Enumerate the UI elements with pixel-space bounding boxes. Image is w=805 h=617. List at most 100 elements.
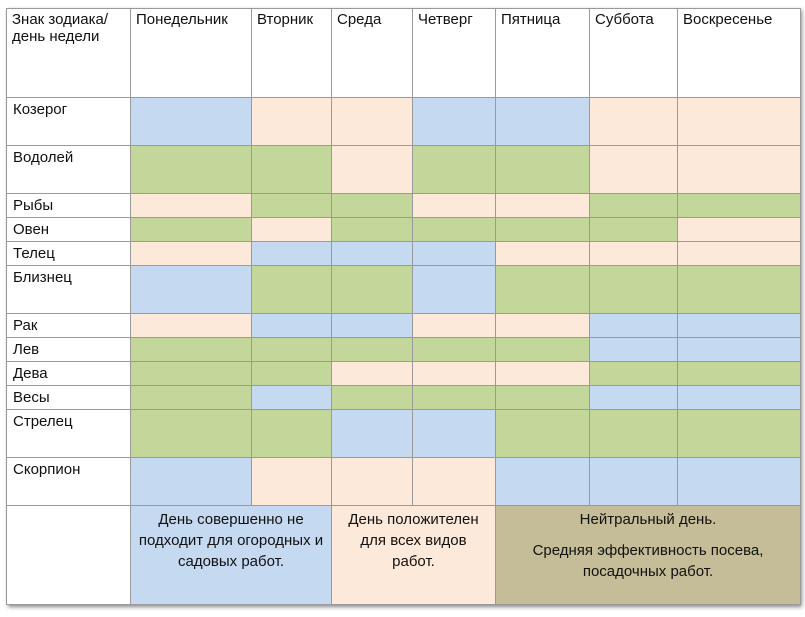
- legend-cell: День положителен для всех видов работ.: [331, 505, 496, 605]
- day-cell: [412, 361, 496, 386]
- sign-cell: Лев: [6, 337, 131, 362]
- sign-row: Козерог: [6, 97, 801, 146]
- header-cell: Суббота: [589, 8, 678, 98]
- day-cell: [589, 409, 678, 458]
- day-cell: [331, 361, 413, 386]
- day-cell: [412, 313, 496, 338]
- day-cell: [331, 193, 413, 218]
- day-cell: [589, 97, 678, 146]
- sign-cell: Близнец: [6, 265, 131, 314]
- day-cell: [251, 409, 332, 458]
- day-cell: [251, 361, 332, 386]
- day-cell: [677, 409, 801, 458]
- sign-cell: Водолей: [6, 145, 131, 194]
- header-cell: Пятница: [495, 8, 590, 98]
- day-cell: [495, 241, 590, 266]
- day-cell: [130, 217, 252, 242]
- day-cell: [251, 313, 332, 338]
- sign-cell: Дева: [6, 361, 131, 386]
- day-cell: [677, 97, 801, 146]
- day-cell: [495, 193, 590, 218]
- header-row: Знак зодиака/день недели Понедельник Вторн…: [6, 8, 801, 98]
- day-cell: [589, 457, 678, 506]
- day-cell: [130, 337, 252, 362]
- day-cell: [331, 217, 413, 242]
- day-cell: [130, 97, 252, 146]
- header-cell: Вторник: [251, 8, 332, 98]
- day-cell: [412, 241, 496, 266]
- day-cell: [589, 217, 678, 242]
- day-cell: [677, 193, 801, 218]
- day-cell: [677, 217, 801, 242]
- day-cell: [677, 265, 801, 314]
- day-cell: [589, 241, 678, 266]
- header-cell: Знак зодиака/день недели: [6, 8, 131, 98]
- day-cell: [331, 145, 413, 194]
- schedule: Знак зодиака/день недели Понедельник Вторн…: [6, 8, 801, 605]
- day-cell: [130, 193, 252, 218]
- sign-cell: Рак: [6, 313, 131, 338]
- day-cell: [251, 193, 332, 218]
- day-cell: [495, 337, 590, 362]
- empty-cell: [6, 505, 131, 605]
- day-cell: [495, 385, 590, 410]
- legend-text: Средняя эффективность посева, посадочных…: [532, 542, 764, 580]
- sign-row: Скорпион: [6, 457, 801, 506]
- day-cell: [412, 145, 496, 194]
- day-cell: [589, 313, 678, 338]
- day-cell: [495, 361, 590, 386]
- day-cell: [251, 217, 332, 242]
- sign-cell: Козерог: [6, 97, 131, 146]
- day-cell: [589, 193, 678, 218]
- day-cell: [412, 409, 496, 458]
- day-cell: [130, 385, 252, 410]
- day-cell: [677, 361, 801, 386]
- legend-text: День совершенно не подходит для огородны…: [138, 511, 324, 570]
- header-cell: Воскресенье: [677, 8, 801, 98]
- day-cell: [251, 265, 332, 314]
- day-cell: [331, 241, 413, 266]
- day-cell: [251, 145, 332, 194]
- sign-row: Рыбы: [6, 193, 801, 218]
- day-cell: [251, 457, 332, 506]
- day-cell: [589, 385, 678, 410]
- sign-row: Весы: [6, 385, 801, 410]
- day-cell: [677, 385, 801, 410]
- day-cell: [331, 385, 413, 410]
- sign-row: Дева: [6, 361, 801, 386]
- day-cell: [130, 313, 252, 338]
- legend-cell: День совершенно не подходит для огородны…: [130, 505, 332, 605]
- day-cell: [412, 217, 496, 242]
- day-cell: [251, 337, 332, 362]
- header-cell: Среда: [331, 8, 413, 98]
- day-cell: [589, 265, 678, 314]
- day-cell: [495, 313, 590, 338]
- day-cell: [495, 217, 590, 242]
- day-cell: [495, 145, 590, 194]
- day-cell: [251, 385, 332, 410]
- day-cell: [589, 361, 678, 386]
- day-cell: [130, 409, 252, 458]
- legend-cell: Нейтральный день. Средняя эффективность п…: [495, 505, 801, 605]
- day-cell: [331, 313, 413, 338]
- table-body: Знак зодиака/день недели Понедельник Вторн…: [6, 8, 801, 605]
- day-cell: [495, 97, 590, 146]
- day-cell: [677, 457, 801, 506]
- day-cell: [677, 145, 801, 194]
- legend-text: День положителен для всех видов работ.: [348, 511, 479, 570]
- zodiac-table: Знак зодиака/день недели Понедельник Вторн…: [6, 8, 801, 605]
- sign-cell: Скорпион: [6, 457, 131, 506]
- day-cell: [331, 337, 413, 362]
- day-cell: [677, 337, 801, 362]
- day-cell: [331, 457, 413, 506]
- day-cell: [130, 361, 252, 386]
- day-cell: [589, 145, 678, 194]
- sign-cell: Телец: [6, 241, 131, 266]
- sign-row: Рак: [6, 313, 801, 338]
- sign-cell: Весы: [6, 385, 131, 410]
- sign-row: Телец: [6, 241, 801, 266]
- legend-row: День совершенно не подходит для огородны…: [6, 505, 801, 605]
- day-cell: [412, 265, 496, 314]
- day-cell: [495, 457, 590, 506]
- day-cell: [130, 265, 252, 314]
